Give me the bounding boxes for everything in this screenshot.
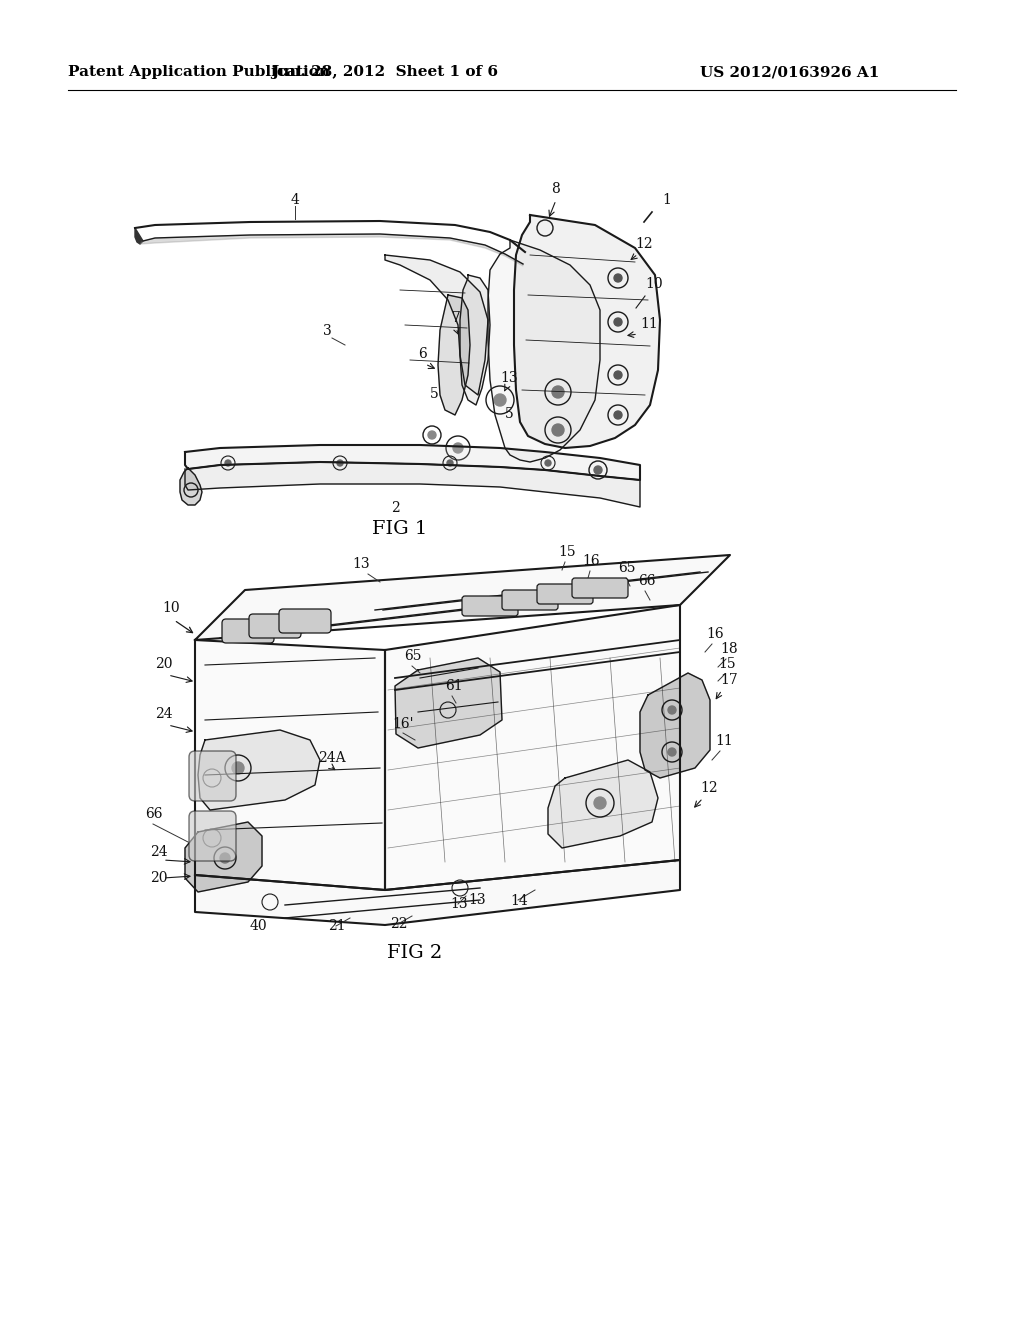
Text: 40: 40 (250, 919, 267, 933)
Text: 16': 16' (392, 717, 414, 731)
Text: 4: 4 (291, 193, 299, 207)
Text: 18: 18 (720, 642, 737, 656)
Polygon shape (185, 822, 262, 892)
Text: 21: 21 (328, 919, 346, 933)
Circle shape (594, 797, 606, 809)
Polygon shape (640, 673, 710, 777)
Circle shape (552, 424, 564, 436)
FancyBboxPatch shape (502, 590, 558, 610)
Text: 1: 1 (662, 193, 671, 207)
FancyBboxPatch shape (249, 614, 301, 638)
Circle shape (614, 411, 622, 418)
Text: 13: 13 (450, 898, 468, 911)
Text: 11: 11 (715, 734, 733, 748)
FancyBboxPatch shape (537, 583, 593, 605)
Text: 10: 10 (645, 277, 663, 290)
Text: 65: 65 (618, 561, 636, 576)
Text: 12: 12 (635, 238, 652, 251)
Circle shape (453, 444, 463, 453)
Circle shape (545, 459, 551, 466)
Text: US 2012/0163926 A1: US 2012/0163926 A1 (700, 65, 880, 79)
Circle shape (668, 748, 676, 756)
Polygon shape (438, 294, 470, 414)
Circle shape (614, 275, 622, 282)
FancyBboxPatch shape (222, 619, 274, 643)
Polygon shape (195, 861, 680, 925)
Circle shape (594, 466, 602, 474)
Text: Patent Application Publication: Patent Application Publication (68, 65, 330, 79)
Text: 20: 20 (155, 657, 172, 671)
Text: 22: 22 (390, 917, 408, 931)
Text: 2: 2 (390, 502, 399, 515)
Text: 13: 13 (468, 894, 485, 907)
Text: 6: 6 (418, 347, 427, 360)
Polygon shape (395, 657, 502, 748)
Polygon shape (385, 605, 680, 890)
Circle shape (668, 706, 676, 714)
Polygon shape (385, 255, 488, 395)
Text: 24A: 24A (318, 751, 346, 766)
Circle shape (220, 853, 230, 863)
Circle shape (552, 385, 564, 399)
Text: 5: 5 (505, 407, 514, 421)
Text: FIG 1: FIG 1 (373, 520, 428, 539)
Text: 12: 12 (700, 781, 718, 795)
Polygon shape (488, 240, 600, 462)
Text: 24: 24 (150, 845, 168, 859)
Text: 65: 65 (404, 649, 422, 663)
Text: 8: 8 (551, 182, 559, 195)
Text: 11: 11 (640, 317, 657, 331)
Circle shape (232, 762, 244, 774)
Polygon shape (140, 234, 523, 267)
Text: 3: 3 (323, 323, 332, 338)
Text: 5: 5 (430, 387, 438, 401)
Text: 7: 7 (452, 312, 461, 325)
Circle shape (337, 459, 343, 466)
Text: 10: 10 (162, 601, 179, 615)
Text: 16: 16 (706, 627, 724, 642)
Polygon shape (185, 462, 640, 507)
Text: 66: 66 (145, 807, 163, 821)
Polygon shape (198, 730, 319, 810)
Text: 24: 24 (155, 708, 173, 721)
Polygon shape (195, 640, 385, 890)
Circle shape (494, 393, 506, 407)
Text: 13: 13 (500, 371, 517, 385)
Text: Jun. 28, 2012  Sheet 1 of 6: Jun. 28, 2012 Sheet 1 of 6 (271, 65, 499, 79)
Text: 14: 14 (510, 894, 527, 908)
Text: 15: 15 (718, 657, 735, 671)
Text: 13: 13 (352, 557, 370, 572)
FancyBboxPatch shape (572, 578, 628, 598)
Circle shape (614, 318, 622, 326)
Polygon shape (135, 228, 143, 244)
FancyBboxPatch shape (462, 597, 518, 616)
Polygon shape (460, 275, 490, 405)
Text: 17: 17 (720, 673, 737, 686)
Circle shape (428, 432, 436, 440)
Circle shape (614, 371, 622, 379)
Text: FIG 2: FIG 2 (387, 944, 442, 962)
Polygon shape (185, 445, 640, 480)
Polygon shape (548, 760, 658, 847)
Text: 66: 66 (638, 574, 655, 587)
Polygon shape (195, 554, 730, 640)
Polygon shape (180, 469, 202, 506)
Text: 61: 61 (445, 678, 463, 693)
Text: 15: 15 (558, 545, 575, 558)
Circle shape (225, 459, 231, 466)
FancyBboxPatch shape (189, 751, 236, 801)
FancyBboxPatch shape (279, 609, 331, 634)
FancyBboxPatch shape (189, 810, 236, 861)
Text: 16: 16 (582, 554, 600, 568)
Text: 20: 20 (150, 871, 168, 884)
Circle shape (447, 459, 453, 466)
Polygon shape (514, 215, 660, 447)
